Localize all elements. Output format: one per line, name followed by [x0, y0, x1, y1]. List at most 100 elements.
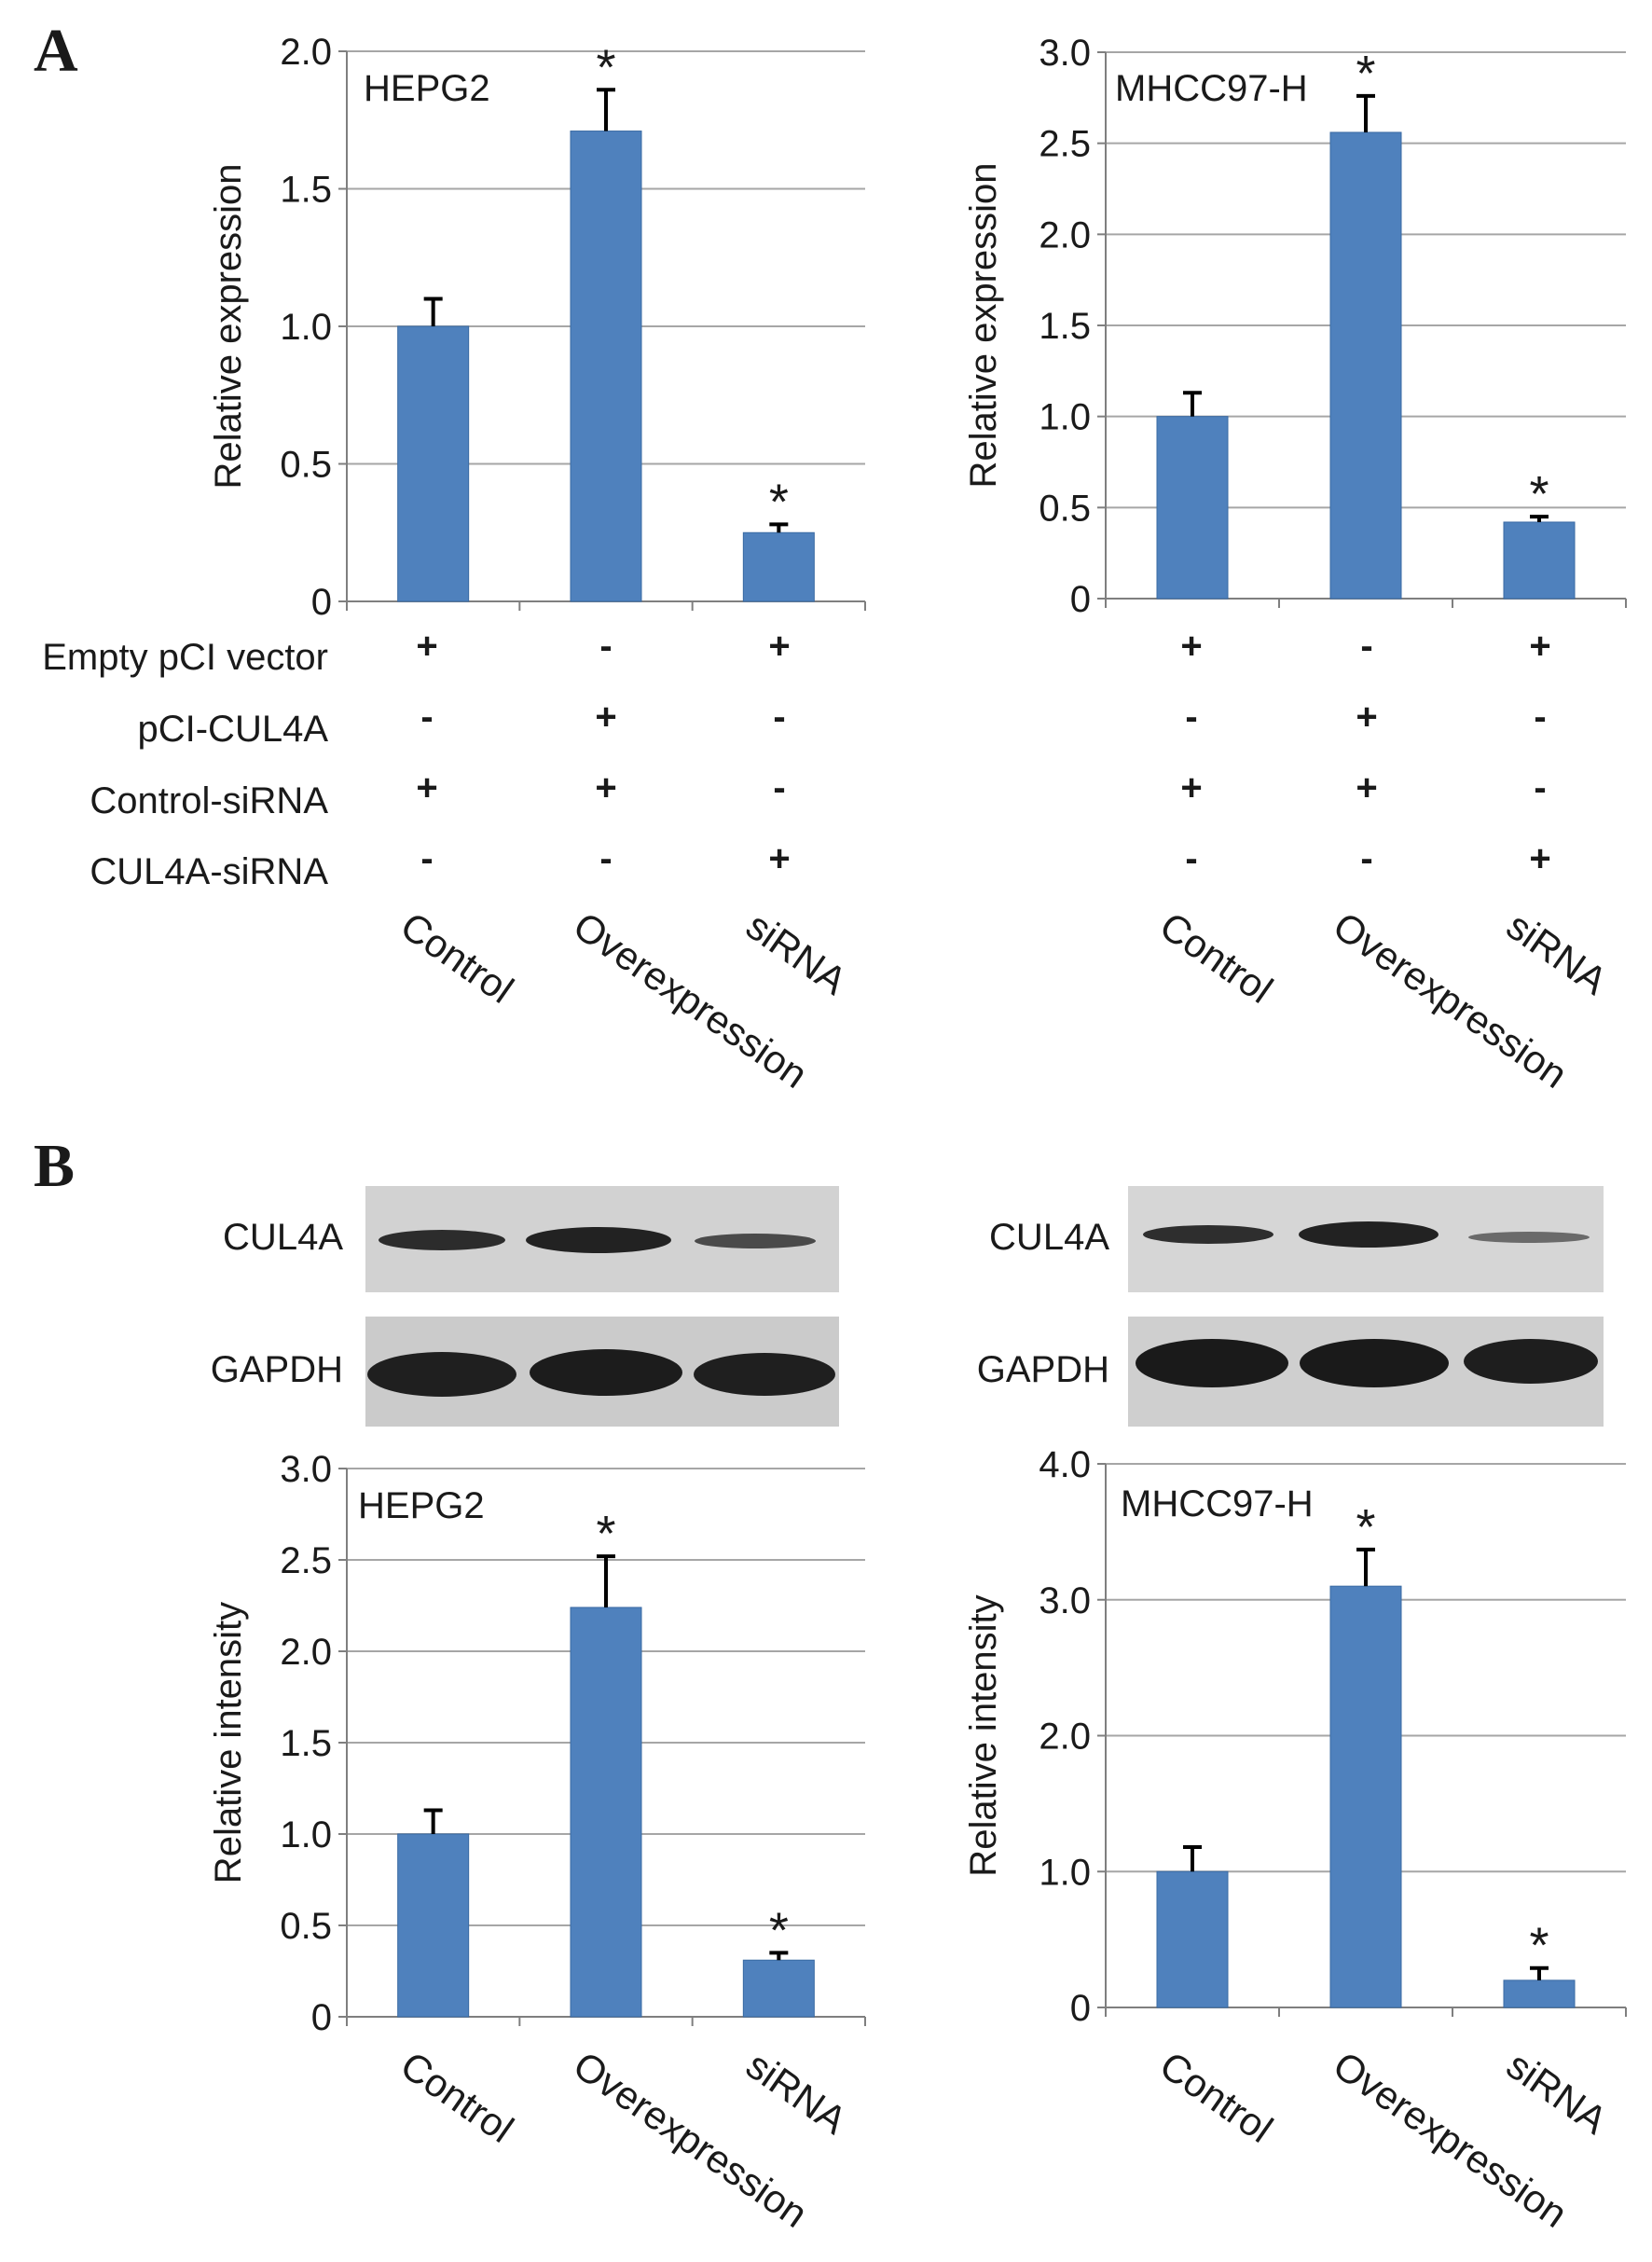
y-tick-label: 0.5 — [280, 1906, 332, 1947]
y-tick-label: 2.0 — [1039, 1717, 1091, 1758]
treatment-sign: - — [773, 767, 785, 808]
chart-title: MHCC97-H — [1121, 1483, 1314, 1524]
blot-band — [379, 1230, 505, 1250]
y-tick-label: 1.0 — [1039, 1852, 1091, 1893]
y-tick-label: 0.5 — [280, 445, 332, 486]
treatment-sign: - — [1360, 626, 1372, 667]
blot-label-cul4a: CUL4A — [989, 1217, 1109, 1258]
blot-band — [694, 1353, 835, 1396]
treatment-sign: - — [1360, 838, 1372, 879]
y-tick-label: 1.5 — [280, 1723, 332, 1764]
treatment-sign: + — [1529, 626, 1550, 667]
treatment-sign: + — [1529, 838, 1550, 879]
significance-marker: * — [1356, 1499, 1375, 1555]
y-tick-label: 2.0 — [280, 32, 332, 73]
y-tick-label: 1.0 — [280, 307, 332, 348]
blot-band — [526, 1227, 671, 1253]
significance-marker: * — [769, 474, 789, 530]
treatment-sign: + — [416, 767, 437, 808]
blot-label-gapdh: GAPDH — [977, 1349, 1109, 1390]
y-axis-label: Relative expression — [208, 163, 249, 489]
blot-band — [1136, 1339, 1288, 1387]
treatment-sign: + — [768, 838, 790, 879]
chart-title: HEPG2 — [358, 1485, 485, 1526]
blot-band — [1464, 1339, 1598, 1384]
treatment-sign: - — [1534, 767, 1546, 808]
y-axis-label: Relative expression — [963, 162, 1004, 488]
treatment-sign: + — [1356, 697, 1377, 738]
bar — [397, 325, 470, 602]
y-tick-label: 1.5 — [280, 170, 332, 211]
y-tick-label: 3.0 — [280, 1449, 332, 1490]
bar — [1329, 131, 1402, 600]
bar — [742, 1959, 815, 2018]
treatment-sign: + — [595, 767, 616, 808]
y-tick-label: 4.0 — [1039, 1444, 1091, 1485]
bar — [1503, 521, 1576, 600]
y-tick-label: 2.5 — [280, 1540, 332, 1581]
treatment-sign: + — [1180, 767, 1202, 808]
treatment-sign: - — [1185, 838, 1197, 879]
treatment-sign: + — [1180, 626, 1202, 667]
treatment-sign: - — [773, 697, 785, 738]
treatment-signs: + + - - + + - - + + - - + + + + - - - - - - + + — [416, 626, 1550, 879]
blot-band — [1468, 1232, 1590, 1243]
bar — [1329, 1585, 1402, 2008]
significance-marker: * — [1529, 1918, 1549, 1974]
western-blot-right: CUL4A GAPDH — [977, 1186, 1604, 1427]
treatment-sign: - — [420, 838, 433, 879]
y-tick-label: 0 — [1070, 1988, 1091, 2029]
treatment-table: Empty pCI vector pCI-CUL4A Control-siRNA… — [42, 637, 328, 892]
treatment-sign: - — [599, 626, 612, 667]
treatment-row-label: pCI-CUL4A — [137, 709, 328, 750]
y-tick-label: 3.0 — [1039, 33, 1091, 74]
bar — [570, 131, 642, 602]
treatment-sign: - — [1185, 697, 1197, 738]
treatment-row-label: Control-siRNA — [89, 780, 328, 821]
blot-band — [367, 1352, 516, 1397]
y-tick-label: 0 — [311, 1997, 332, 2038]
blot-band — [695, 1234, 816, 1248]
y-tick-label: 1.0 — [1039, 397, 1091, 438]
panel-letter-a: A — [34, 17, 78, 85]
significance-marker: * — [596, 1506, 615, 1562]
blot-band — [530, 1349, 682, 1396]
bar — [742, 531, 815, 602]
treatment-sign: - — [599, 838, 612, 879]
y-tick-label: 1.5 — [1039, 306, 1091, 347]
treatment-sign: + — [768, 626, 790, 667]
y-tick-label: 0.5 — [1039, 488, 1091, 529]
y-tick-label: 2.0 — [1039, 214, 1091, 255]
treatment-sign: + — [416, 626, 437, 667]
panel-letter-b: B — [34, 1132, 75, 1200]
western-blot-left: CUL4A GAPDH — [211, 1186, 839, 1427]
bar — [1156, 1870, 1229, 2008]
treatment-sign: + — [1356, 767, 1377, 808]
treatment-sign: + — [595, 697, 616, 738]
significance-marker: * — [596, 39, 615, 95]
treatment-sign: - — [420, 697, 433, 738]
blot-label-gapdh: GAPDH — [211, 1349, 343, 1390]
bar — [397, 1833, 470, 2018]
y-tick-label: 0 — [311, 582, 332, 623]
y-axis-label: Relative intensity — [963, 1594, 1004, 1876]
chart-title: HEPG2 — [364, 68, 490, 109]
significance-marker: * — [1356, 46, 1375, 102]
y-tick-label: 2.0 — [280, 1632, 332, 1673]
y-tick-label: 2.5 — [1039, 124, 1091, 165]
bar — [1156, 416, 1229, 600]
y-tick-label: 0 — [1070, 579, 1091, 620]
significance-marker: * — [1529, 466, 1549, 522]
y-tick-label: 3.0 — [1039, 1580, 1091, 1621]
treatment-sign: - — [1534, 697, 1546, 738]
blot-label-cul4a: CUL4A — [223, 1217, 343, 1258]
treatment-row-label: CUL4A-siRNA — [89, 851, 328, 892]
chart-b-hepg2: 0 0.5 1.0 1.5 2.0 2.5 3.0 Relative intensity HEP… — [208, 1449, 866, 2236]
blot-band — [1299, 1221, 1439, 1248]
blot-band — [1143, 1225, 1273, 1244]
y-tick-label: 1.0 — [280, 1814, 332, 1855]
bar — [1503, 1979, 1576, 2008]
significance-marker: * — [769, 1902, 789, 1958]
treatment-row-label: Empty pCI vector — [42, 637, 328, 678]
